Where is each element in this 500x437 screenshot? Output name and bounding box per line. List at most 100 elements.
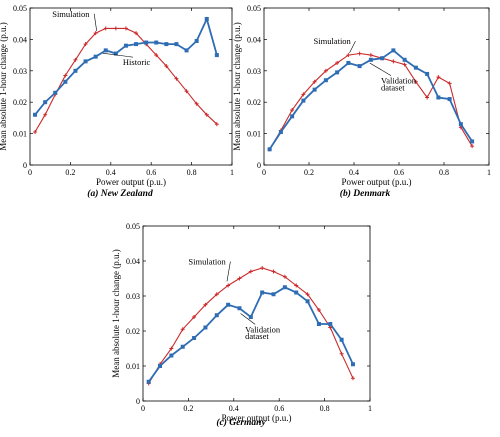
data-point [169, 353, 174, 358]
x-axis-label: Power output (p.u.) [342, 177, 412, 187]
chart-caption: (b) Denmark [340, 188, 391, 199]
x-tick-label: 1 [230, 168, 234, 177]
y-tick-label: 0.03 [126, 292, 140, 301]
series-simulation [267, 51, 475, 152]
data-point [134, 42, 139, 47]
data-point [402, 62, 407, 67]
y-tick-label: 0.02 [247, 98, 261, 107]
data-point [103, 26, 108, 31]
x-tick-label: 0.6 [274, 404, 284, 413]
x-tick-label: 0.4 [106, 168, 116, 177]
data-point [316, 322, 321, 326]
data-point [203, 302, 208, 307]
data-point [271, 292, 276, 297]
data-point [413, 79, 418, 84]
x-tick-label: 0.2 [65, 168, 75, 177]
chart-panel-2: 0 0.2 0.4 0.6 0.8 1 0 0.01 0.02 0.03 0.04 0.05 Power… [232, 4, 491, 199]
annotation-label: Historic [123, 57, 151, 67]
data-point [180, 344, 185, 349]
y-tick-label: 0 [23, 161, 27, 170]
data-point [184, 89, 189, 94]
x-tick-label: 0.8 [187, 168, 197, 177]
annotation-label: dataset [381, 83, 405, 93]
y-tick-label: 0.01 [247, 130, 261, 139]
data-point [237, 306, 242, 311]
data-point [73, 57, 78, 62]
data-point [192, 315, 197, 319]
y-tick-label: 0.01 [126, 362, 140, 371]
y-tick-label: 0.01 [13, 130, 27, 139]
x-tick-label: 0.2 [183, 404, 193, 413]
plot-frame [29, 7, 233, 166]
data-point [33, 112, 38, 117]
x-axis-label: Power output (p.u.) [96, 177, 166, 187]
data-point [447, 97, 452, 102]
data-point [316, 308, 321, 312]
y-tick-label: 0.03 [13, 67, 27, 76]
y-tick-label: 0.04 [247, 35, 261, 44]
data-point [180, 327, 185, 332]
plot-frame [263, 7, 490, 166]
data-point [83, 42, 88, 47]
annotation-label: Simulation [314, 36, 352, 46]
data-point [33, 130, 38, 135]
y-axis-label: Mean absolute 1-hour change (p.u.) [232, 22, 242, 150]
data-point [214, 53, 219, 58]
data-point [425, 71, 430, 76]
data-point [436, 95, 441, 100]
plot-frame [142, 225, 371, 402]
annotation-leader [369, 62, 392, 76]
data-point [350, 362, 355, 367]
data-point [123, 43, 128, 48]
data-point [203, 325, 208, 330]
data-point [346, 53, 351, 58]
y-axis-label: Mean absolute 1-hour change (p.u.) [0, 22, 8, 150]
data-point [204, 16, 209, 21]
data-point [214, 313, 219, 318]
data-point [312, 87, 317, 92]
data-point [339, 351, 344, 356]
x-tick-label: 1 [487, 168, 491, 177]
chart-panel-1: 0 0.2 0.4 0.6 0.8 1 0 0.01 0.02 0.03 0.04 0.05 Power… [0, 4, 234, 199]
data-point [425, 95, 430, 100]
chart-caption: (c) Germany [216, 417, 266, 428]
x-tick-label: 0.4 [349, 168, 359, 177]
y-tick-label: 0.04 [13, 35, 27, 44]
data-point [93, 54, 98, 59]
data-point [154, 40, 159, 45]
data-point [294, 290, 299, 295]
data-point [413, 65, 418, 70]
y-tick-label: 0.04 [126, 257, 140, 266]
data-point [214, 122, 219, 127]
data-point [144, 40, 149, 45]
data-point [237, 276, 242, 281]
data-point [368, 53, 373, 58]
data-point [328, 325, 333, 330]
annotation-leader [226, 261, 231, 282]
data-point [73, 68, 78, 73]
data-point [305, 292, 310, 297]
data-point [93, 31, 98, 36]
annotation-leader [349, 40, 356, 54]
data-point [323, 78, 328, 83]
annotation-label: Validation [245, 324, 281, 334]
data-point [278, 130, 283, 135]
data-point [184, 48, 189, 53]
x-tick-label: 0.8 [439, 168, 449, 177]
data-point [368, 57, 373, 62]
data-point [282, 274, 287, 279]
data-point [335, 60, 340, 65]
data-point [290, 108, 295, 113]
data-point [436, 75, 441, 80]
y-tick-label: 0.05 [13, 4, 27, 13]
data-point [214, 292, 219, 297]
data-point [63, 79, 68, 84]
data-point [357, 51, 362, 56]
annotation-label: Simulation [52, 9, 90, 19]
data-point [83, 59, 88, 64]
x-tick-label: 1 [368, 404, 372, 413]
x-tick-label: 0.6 [146, 168, 156, 177]
data-point [164, 42, 169, 47]
data-point [323, 68, 328, 73]
